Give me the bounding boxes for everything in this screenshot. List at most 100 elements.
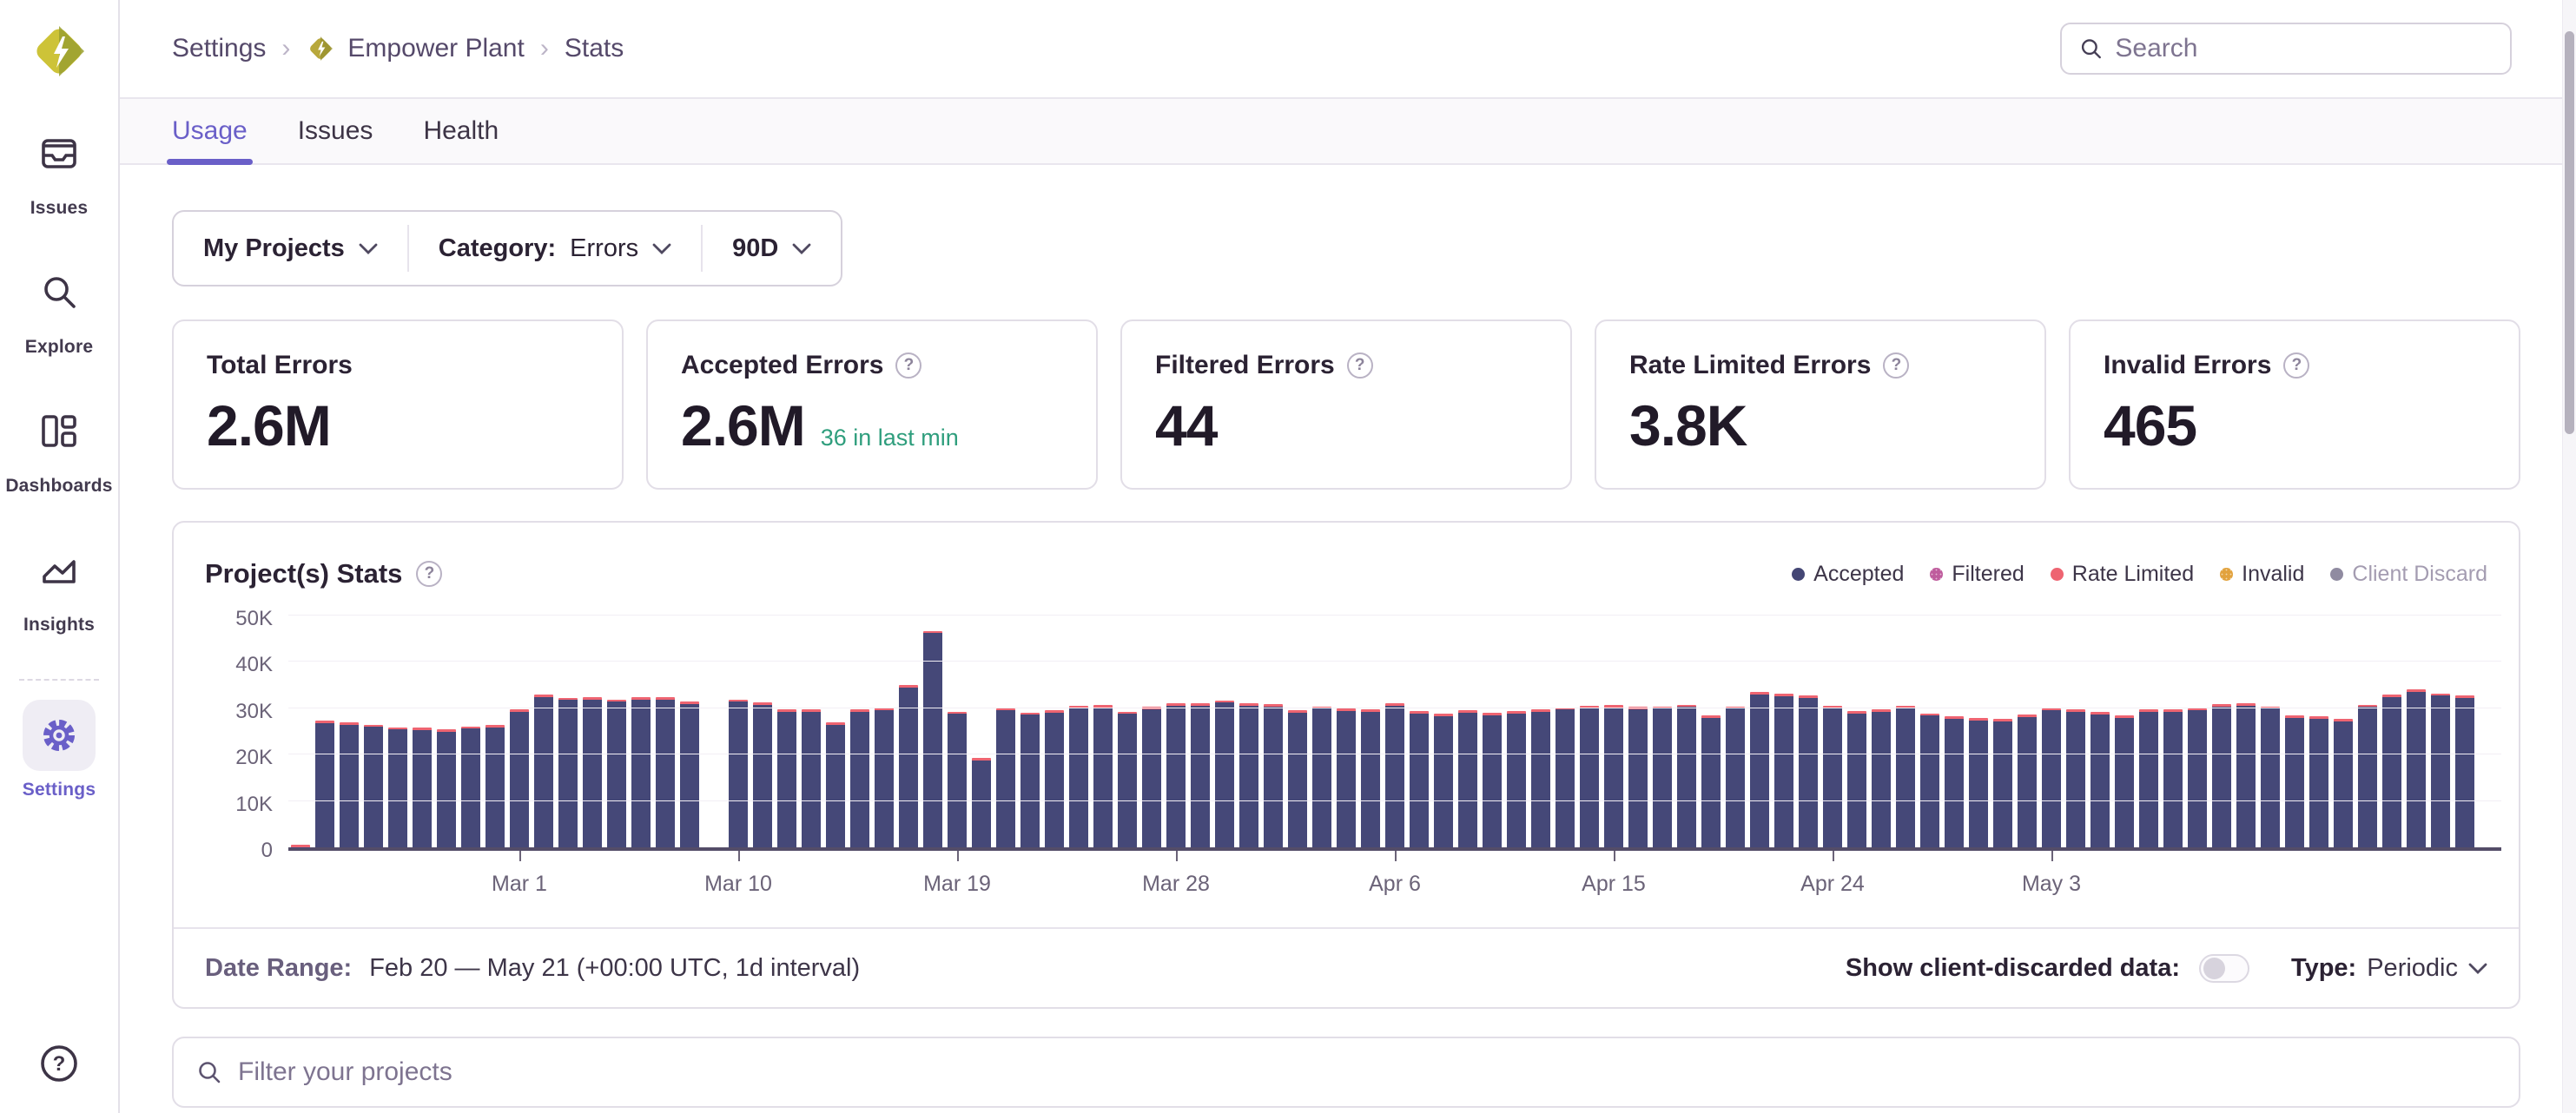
bar-segment-rate-limited <box>1677 704 1696 708</box>
chart-header: Project(s) Stats ? Accepted Filtered Rat… <box>174 523 2519 599</box>
type-dropdown[interactable]: Type: Periodic <box>2291 954 2487 983</box>
bar-segment-rate-limited <box>315 721 334 723</box>
bar-slot <box>1577 616 1602 847</box>
bar-segment-rate-limited <box>2358 704 2377 708</box>
bar-segment-accepted <box>1385 705 1404 847</box>
help-icon[interactable]: ? <box>2283 352 2310 379</box>
client-discard-toggle[interactable] <box>2199 953 2250 983</box>
global-search[interactable] <box>2060 23 2512 75</box>
help-icon[interactable]: ? <box>416 561 443 587</box>
bar-segment-accepted <box>1726 708 1745 847</box>
x-axis-tick <box>1176 851 1178 861</box>
card-label: Filtered Errors <box>1155 351 1335 379</box>
tab-issues[interactable]: Issues <box>297 116 373 145</box>
category-dropdown[interactable]: Category: Errors <box>409 212 701 285</box>
x-axis-tick <box>957 851 959 861</box>
bar-segment-rate-limited <box>1458 709 1477 713</box>
bar-segment-rate-limited <box>1750 692 1769 695</box>
bar-segment-rate-limited <box>2066 708 2085 712</box>
x-axis-label: Mar 10 <box>704 872 772 896</box>
org-logo[interactable] <box>30 23 88 80</box>
bar-segment-accepted <box>2018 716 2037 847</box>
x-axis-label: Mar 1 <box>492 872 547 896</box>
bar-segment-rate-limited <box>437 728 456 732</box>
search-input[interactable] <box>2115 34 2493 63</box>
help-button[interactable]: ? <box>39 1044 79 1083</box>
breadcrumb-settings[interactable]: Settings <box>172 34 267 63</box>
scrollbar-thumb[interactable] <box>2565 31 2574 434</box>
sidebar-item-settings[interactable]: Settings <box>23 700 96 800</box>
tab-health[interactable]: Health <box>423 116 499 145</box>
card-filtered-errors: Filtered Errors ? 44 <box>1120 319 1572 490</box>
bar-slot <box>434 616 459 847</box>
projects-dropdown[interactable]: My Projects <box>174 212 407 285</box>
category-value: Errors <box>570 234 639 262</box>
bar-slot <box>2477 616 2501 847</box>
sidebar-item-explore[interactable]: Explore <box>23 257 96 358</box>
y-axis-label: 10K <box>235 792 273 816</box>
filter-divider <box>406 225 409 272</box>
bar-segment-rate-limited <box>1288 709 1307 713</box>
bar-segment-accepted <box>1337 711 1356 847</box>
bar-slot <box>2015 616 2039 847</box>
chart-footer: Date Range: Feb 20 — May 21 (+00:00 UTC,… <box>174 927 2519 1007</box>
help-icon[interactable]: ? <box>895 352 922 379</box>
bar-slot <box>2355 616 2380 847</box>
card-label: Total Errors <box>207 351 353 379</box>
y-axis-label: 20K <box>235 746 273 770</box>
bar-segment-accepted <box>2407 692 2426 847</box>
sidebar-divider <box>19 679 99 681</box>
bar-segment-rate-limited <box>1337 708 1356 712</box>
breadcrumb-project[interactable]: Empower Plant <box>306 34 525 63</box>
bar-segment-rate-limited <box>2431 693 2450 696</box>
client-discard-toggle-label: Show client-discarded data: <box>1845 953 2181 982</box>
bar-segment-rate-limited <box>413 728 432 730</box>
sidebar-item-dashboards[interactable]: Dashboards <box>5 396 112 497</box>
bar-slot <box>1626 616 1650 847</box>
bar-segment-rate-limited <box>1215 700 1234 703</box>
help-icon[interactable]: ? <box>1346 352 1373 379</box>
legend-filtered[interactable]: Filtered <box>1930 562 2024 587</box>
bar-slot <box>1942 616 1966 847</box>
bar-slot <box>604 616 629 847</box>
chevron-down-icon <box>652 243 671 254</box>
bar-segment-accepted <box>2285 718 2304 847</box>
bar-segment-rate-limited <box>875 708 894 710</box>
bar-segment-rate-limited <box>656 697 675 700</box>
bar-slot <box>1407 616 1431 847</box>
bar-segment-rate-limited <box>2018 715 2037 717</box>
bar-segment-accepted <box>875 709 894 847</box>
page-header: Settings › Empower Plant › Stats <box>120 0 2576 97</box>
bar-slot <box>1893 616 1918 847</box>
card-value: 44 <box>1155 393 1218 458</box>
sidebar-item-insights[interactable]: Insights <box>23 535 96 636</box>
period-dropdown[interactable]: 90D <box>703 212 841 285</box>
legend-accepted[interactable]: Accepted <box>1792 562 1904 587</box>
bar-segment-accepted <box>1653 708 1672 847</box>
help-icon[interactable]: ? <box>1883 352 1910 379</box>
bar-slot <box>1456 616 1480 847</box>
bar-segment-accepted <box>2188 710 2207 847</box>
bar-segment-accepted <box>1361 712 1380 847</box>
stat-cards: Total Errors 2.6M Accepted Errors ? 2.6M… <box>172 319 2520 490</box>
bar-slot <box>2307 616 2331 847</box>
bar-segment-rate-limited <box>2382 695 2401 697</box>
bar-segment-rate-limited <box>1434 714 1453 716</box>
bar-segment-accepted <box>777 711 796 847</box>
bar-segment-rate-limited <box>1604 705 1623 708</box>
bar-segment-accepted <box>753 704 772 847</box>
legend-invalid[interactable]: Invalid <box>2220 562 2304 587</box>
bar-slot <box>653 616 677 847</box>
project-filter[interactable] <box>172 1037 2520 1108</box>
card-invalid-errors: Invalid Errors ? 465 <box>2069 319 2520 490</box>
bar-segment-accepted <box>485 727 505 847</box>
x-axis-tick <box>519 851 521 861</box>
legend-client-discard[interactable]: Client Discard <box>2330 562 2487 587</box>
bar-slot <box>896 616 921 847</box>
x-axis-tick <box>738 851 740 861</box>
sidebar-item-issues[interactable]: Issues <box>23 118 96 219</box>
legend-rate-limited[interactable]: Rate Limited <box>2050 562 2194 587</box>
tab-usage[interactable]: Usage <box>167 99 253 165</box>
project-filter-input[interactable] <box>238 1057 2496 1087</box>
bar-slot <box>459 616 483 847</box>
